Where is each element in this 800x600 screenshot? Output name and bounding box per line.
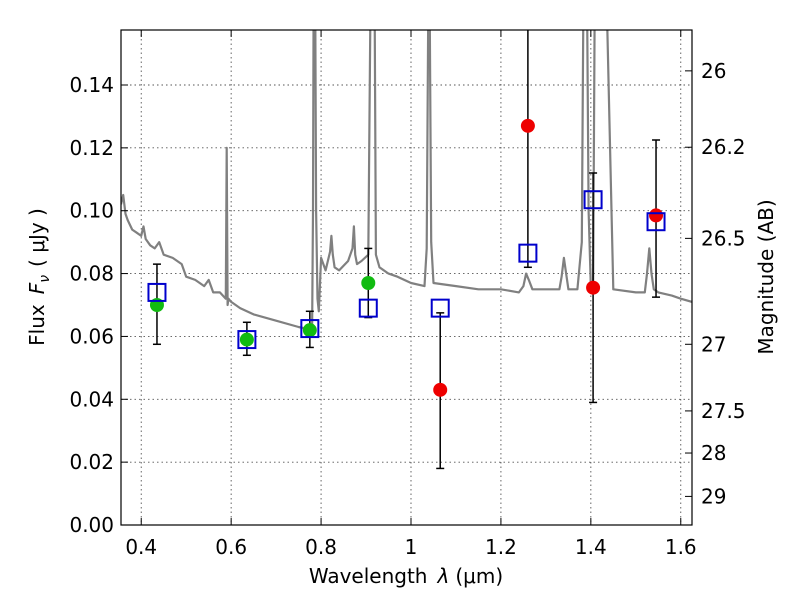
x-axis-title-unit: (μm) — [455, 564, 503, 588]
data-points-layer — [147, 30, 666, 470]
y-axis-title-right: Magnitude (AB) — [754, 199, 778, 354]
x-tick-label: 1 — [405, 535, 418, 559]
model-flux-square — [237, 330, 257, 350]
x-tick-label: 0.4 — [125, 535, 157, 559]
x-axis-title: Wavelength λ (μm) — [309, 564, 503, 588]
right-tick-label: 27 — [701, 332, 726, 356]
right-tick-label: 26 — [701, 59, 726, 83]
model-flux-square — [430, 298, 450, 318]
red-flux-point — [433, 382, 448, 397]
right-tick-label: 27.5 — [701, 399, 746, 423]
axis-ticks: 0.4 0.6 0.8 1 1.2 1.4 1.6 0.00 0.02 0.04 0.06 0.08 0… — [69, 30, 746, 559]
green-flux-point — [239, 332, 254, 347]
model-flux-square — [583, 190, 603, 210]
y-tick-label: 0.14 — [69, 73, 114, 97]
y-tick-label: 0.00 — [69, 513, 114, 537]
model-flux-square — [518, 243, 538, 263]
y-axis-title-subscript: ν — [37, 275, 53, 283]
y-tick-label: 0.04 — [69, 387, 114, 411]
x-tick-label: 1.2 — [485, 535, 517, 559]
model-flux-square — [147, 282, 167, 302]
model-flux-square — [358, 298, 378, 318]
right-tick-label: 29 — [701, 484, 726, 508]
right-tick-label: 26.2 — [701, 135, 746, 159]
y-tick-label: 0.10 — [69, 199, 114, 223]
green-flux-point — [361, 276, 376, 290]
grid-lines — [121, 30, 692, 526]
y-tick-label: 0.08 — [69, 262, 114, 286]
red-flux-point — [649, 208, 664, 223]
right-tick-label: 26.5 — [701, 226, 746, 250]
x-tick-label: 0.6 — [215, 535, 247, 559]
y-axis-title-prefix: Flux — [25, 304, 49, 346]
plot-background — [121, 30, 692, 525]
x-axis-title-symbol: λ — [437, 564, 450, 588]
red-flux-point — [520, 118, 535, 133]
x-tick-label: 0.8 — [305, 535, 337, 559]
right-tick-label: 28 — [701, 441, 726, 465]
plot-frame — [120, 29, 693, 526]
y-axis-title-left: Flux Fν ( μJy ) — [25, 208, 53, 346]
model-flux-square — [646, 212, 666, 232]
y-tick-label: 0.12 — [69, 136, 114, 160]
y-axis-title-unit: ( μJy ) — [25, 208, 49, 267]
x-tick-label: 1.6 — [665, 535, 697, 559]
template-spectrum-layer — [121, 30, 692, 332]
y-axis-title-symbol: F — [25, 282, 49, 294]
x-tick-label: 1.4 — [575, 535, 607, 559]
model-flux-square — [300, 319, 320, 339]
y-tick-label: 0.02 — [69, 450, 114, 474]
y-tick-label: 0.06 — [69, 324, 114, 348]
red-flux-point — [586, 280, 601, 295]
template-spectrum-line — [121, 30, 692, 332]
x-axis-title-prefix: Wavelength — [309, 564, 428, 588]
green-flux-point — [302, 323, 317, 338]
